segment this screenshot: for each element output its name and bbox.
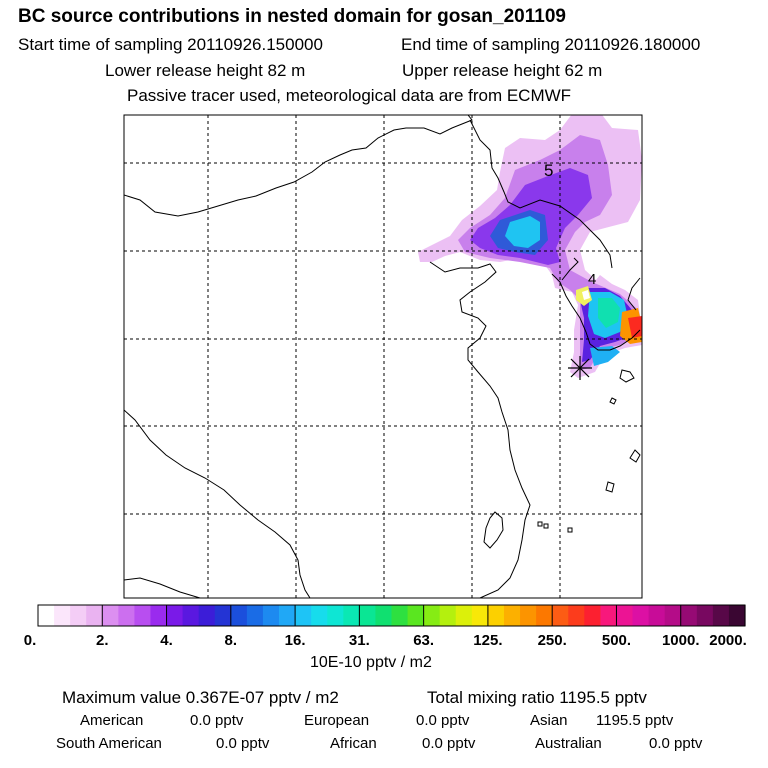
colorbar-tick-label: 4. xyxy=(160,632,173,649)
region-south-american-label: South American xyxy=(56,735,162,752)
region-african-label: African xyxy=(330,735,377,752)
colorbar-frame xyxy=(37,604,746,627)
colorbar-segment xyxy=(648,605,666,626)
upper-release-height: Upper release height 62 m xyxy=(402,61,603,80)
trajectory-label-4: 4 xyxy=(588,271,596,288)
end-time: End time of sampling 20110926.180000 xyxy=(401,35,701,54)
colorbar xyxy=(37,604,746,627)
colorbar-tick-label: 0. xyxy=(23,632,37,649)
region-australian-value: 0.0 pptv xyxy=(649,735,703,752)
colorbar-segment xyxy=(664,605,682,626)
colorbar-segment xyxy=(262,605,280,626)
colorbar-segment xyxy=(391,605,409,626)
colorbar-segment xyxy=(182,605,200,626)
colorbar-segment xyxy=(343,605,360,626)
colorbar-segment xyxy=(327,605,344,626)
region-american-label: American xyxy=(80,712,144,729)
colorbar-tick-label: 2000. xyxy=(709,632,747,649)
region-asian-value: 1195.5 pptv xyxy=(596,712,674,729)
colorbar-segment xyxy=(536,605,553,626)
colorbar-tick-label: 2. xyxy=(96,632,109,649)
colorbar-units: 10E-10 pptv / m2 xyxy=(310,654,432,671)
colorbar-segment xyxy=(520,605,537,626)
colorbar-segment xyxy=(166,605,184,626)
colorbar-tick-label: 16. xyxy=(284,632,306,649)
region-australian-label: Australian xyxy=(535,735,602,752)
lower-release-height: Lower release height 82 m xyxy=(105,61,306,80)
tracer-info: Passive tracer used, meteorological data… xyxy=(127,86,572,105)
trajectory-label-5: 5 xyxy=(544,161,553,180)
colorbar-segment xyxy=(375,605,393,626)
colorbar-tick-label: 125. xyxy=(473,632,503,649)
colorbar-segment xyxy=(728,605,746,626)
colorbar-segment xyxy=(102,605,119,626)
colorbar-segment xyxy=(118,605,136,626)
map-frame xyxy=(123,114,643,599)
colorbar-segment xyxy=(359,605,377,626)
colorbar-segment xyxy=(246,605,264,626)
colorbar-segment xyxy=(150,605,168,626)
region-european-value: 0.0 pptv xyxy=(416,712,470,729)
colorbar-segment xyxy=(134,605,152,626)
colorbar-segment xyxy=(552,605,569,626)
colorbar-segment xyxy=(680,605,698,626)
colorbar-segment xyxy=(295,605,312,626)
colorbar-tick-label: 8. xyxy=(224,632,238,649)
colorbar-segment xyxy=(214,605,232,626)
colorbar-segment xyxy=(423,605,441,626)
colorbar-segment xyxy=(584,605,601,626)
colorbar-segment xyxy=(487,605,505,626)
colorbar-tick-label: 63. xyxy=(413,632,435,649)
region-asian-label: Asian xyxy=(530,712,568,729)
colorbar-segment xyxy=(439,605,457,626)
colorbar-segment xyxy=(455,605,473,626)
colorbar-tick-label: 250. xyxy=(537,632,567,649)
colorbar-segment xyxy=(70,605,87,626)
page-title: BC source contributions in nested domain… xyxy=(18,6,566,27)
colorbar-segment xyxy=(86,605,103,626)
colorbar-segment xyxy=(616,605,634,626)
colorbar-segment xyxy=(54,605,71,626)
colorbar-segment xyxy=(230,605,248,626)
start-time: Start time of sampling 20110926.150000 xyxy=(18,35,323,54)
region-european-label: European xyxy=(304,712,370,729)
coastlines xyxy=(124,115,641,598)
colorbar-segment xyxy=(311,605,328,626)
colorbar-segment xyxy=(568,605,585,626)
colorbar-segment xyxy=(471,605,489,626)
colorbar-segment xyxy=(38,605,55,626)
colorbar-segment xyxy=(632,605,650,626)
colorbar-segment xyxy=(696,605,714,626)
colorbar-tick-label: 1000. xyxy=(661,632,700,649)
colorbar-segment xyxy=(503,605,521,626)
colorbar-segment xyxy=(279,605,296,626)
map-gridlines xyxy=(124,115,642,598)
region-south-american-value: 0.0 pptv xyxy=(216,735,270,752)
concentration-plume xyxy=(418,115,642,378)
colorbar-segment xyxy=(712,605,730,626)
colorbar-tick-label: 31. xyxy=(348,632,370,649)
colorbar-segment xyxy=(198,605,216,626)
colorbar-segment xyxy=(600,605,618,626)
colorbar-tick-label: 500. xyxy=(601,632,632,649)
total-mixing-ratio: Total mixing ratio 1195.5 pptv xyxy=(427,688,647,707)
max-value: Maximum value 0.367E-07 pptv / m2 xyxy=(62,688,339,707)
colorbar-segment xyxy=(407,605,425,626)
region-american-value: 0.0 pptv xyxy=(190,712,244,729)
region-african-value: 0.0 pptv xyxy=(422,735,476,752)
release-site-marker xyxy=(568,356,592,380)
